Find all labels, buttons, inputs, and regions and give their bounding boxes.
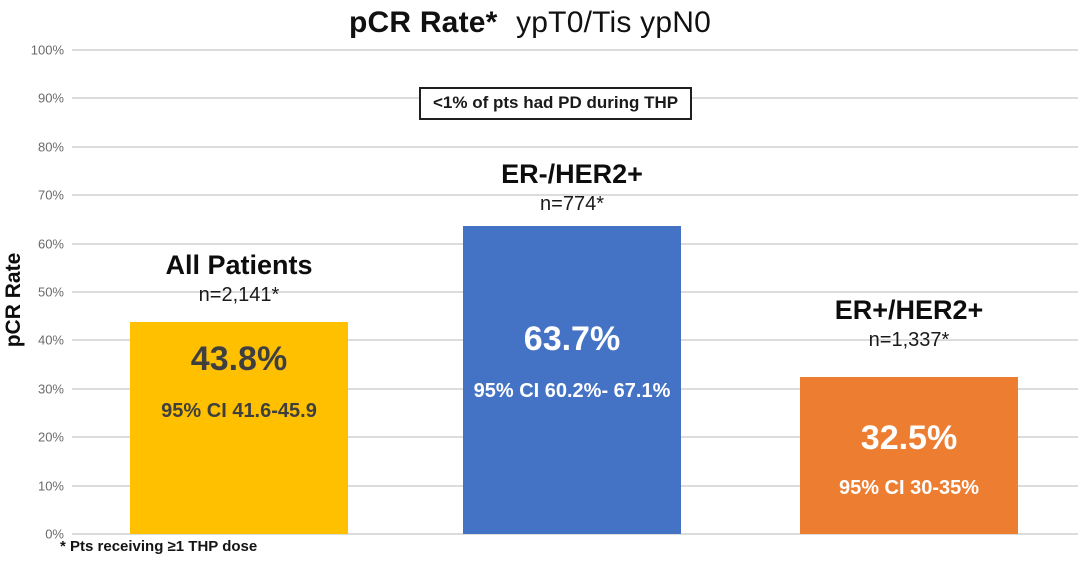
chart-title-bold: pCR Rate*: [349, 6, 498, 39]
y-tick-label: 50%: [37, 284, 64, 300]
category-label-er-neg-her2-pos: ER-/HER2+ n=774*: [412, 159, 732, 216]
y-tick-label: 80%: [37, 139, 64, 155]
y-tick-label: 10%: [37, 478, 64, 494]
category-name: All Patients: [165, 250, 313, 280]
chart-title-regular: ypT0/Tis ypN0: [516, 6, 711, 39]
bar-value-label: 32.5%: [860, 419, 958, 457]
gridline: [72, 145, 1078, 148]
gridline: [72, 49, 1078, 51]
category-n-count: n=2,141*: [198, 283, 280, 306]
category-n-count: n=1,337*: [868, 328, 950, 351]
category-name: ER+/HER2+: [834, 295, 984, 325]
bar-value-label: 43.8%: [190, 340, 288, 378]
category-n-count: n=774*: [540, 192, 604, 215]
bar-all-patients: 43.8% 95% CI 41.6-45.9: [130, 322, 348, 534]
bar-ci-label: 95% CI 41.6-45.9: [161, 400, 317, 422]
gridline: [72, 533, 1078, 535]
bar-ci-label: 95% CI 30-35%: [838, 477, 980, 499]
chart-title: pCR Rate* ypT0/Tis ypN0: [0, 6, 1060, 40]
pd-annotation-box: <1% of pts had PD during THP: [419, 87, 693, 120]
y-tick-label: 40%: [37, 332, 64, 348]
bar-er-neg-her2-pos: 63.7% 95% CI 60.2%- 67.1%: [463, 226, 681, 534]
bar-value-label: 63.7%: [523, 320, 621, 358]
y-tick-label: 30%: [37, 381, 64, 397]
y-tick-label: 70%: [37, 187, 64, 203]
y-tick-label: 100%: [30, 42, 64, 58]
y-tick-label: 0%: [45, 526, 64, 542]
bar-ci-label: 95% CI 60.2%- 67.1%: [473, 380, 671, 402]
y-tick-label: 60%: [37, 236, 64, 252]
bar-er-pos-her2-pos: 32.5% 95% CI 30-35%: [800, 377, 1018, 534]
plot-area: 43.8% 95% CI 41.6-45.9 63.7% 95% CI 60.2…: [72, 49, 1078, 535]
category-label-er-pos-her2-pos: ER+/HER2+ n=1,337*: [749, 295, 1069, 352]
y-tick-label: 90%: [37, 90, 64, 106]
category-name: ER-/HER2+: [501, 159, 643, 189]
footnote: * Pts receiving ≥1 THP dose: [60, 538, 258, 555]
gridline: [72, 194, 1078, 197]
y-tick-label: 20%: [37, 429, 64, 445]
category-label-all-patients: All Patients n=2,141*: [79, 250, 399, 307]
